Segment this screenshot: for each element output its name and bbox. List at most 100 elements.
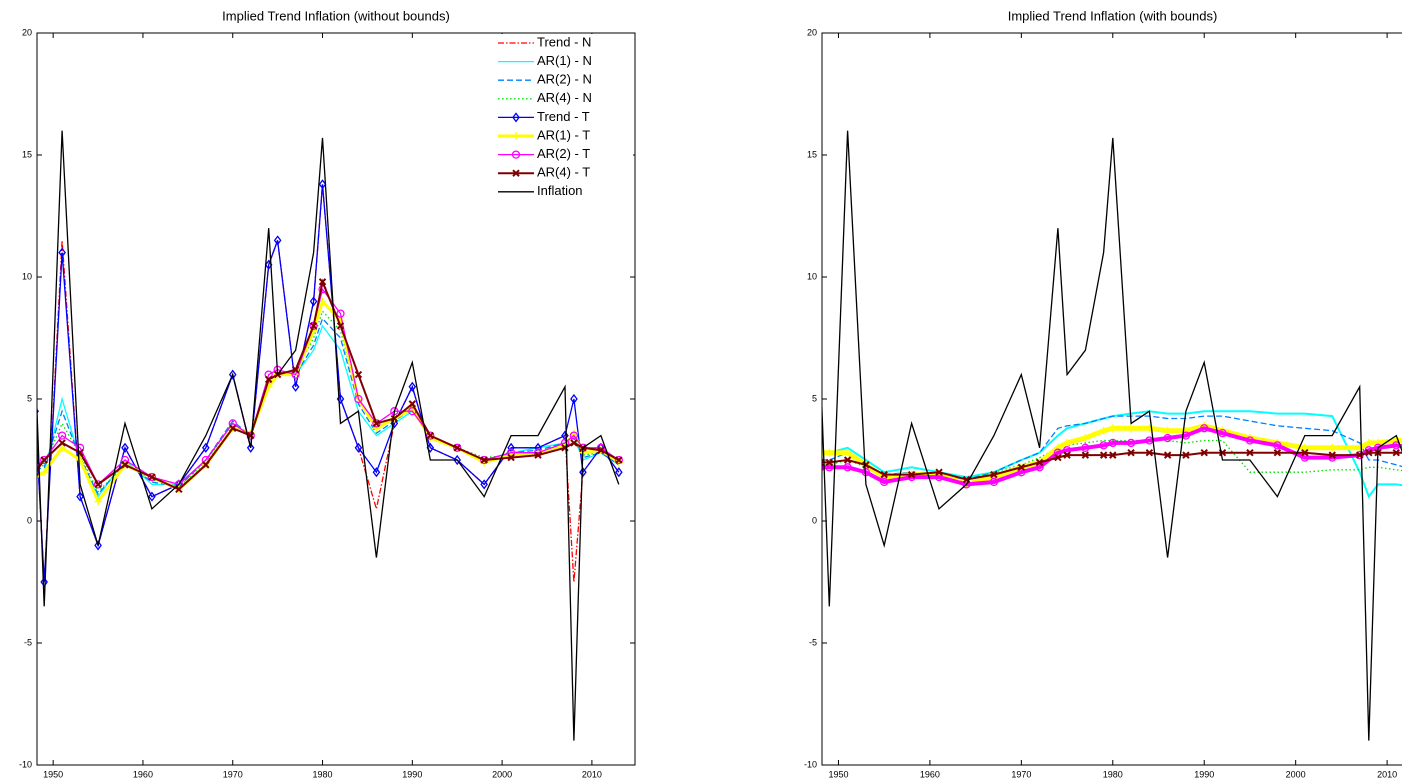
marker: [354, 442, 363, 453]
marker: [264, 375, 273, 384]
marker: [94, 480, 102, 489]
marker: [615, 467, 623, 478]
marker: [426, 431, 435, 440]
y-tick-label: 0: [27, 515, 32, 525]
marker: [1081, 443, 1090, 452]
marker: [94, 497, 103, 506]
marker: [1163, 433, 1172, 443]
x-tick-label: 1990: [1194, 769, 1214, 779]
x-tick-label: 1980: [1103, 769, 1123, 779]
marker: [291, 381, 300, 392]
y-tick-label: 0: [812, 515, 817, 525]
marker: [318, 179, 327, 190]
x-tick-label: 1990: [402, 769, 422, 779]
marker: [1364, 438, 1373, 447]
marker: [121, 442, 129, 453]
marker: [336, 309, 345, 318]
series-line: [37, 287, 620, 486]
marker: [76, 456, 85, 464]
marker: [201, 442, 210, 453]
y-tick-label: 5: [27, 393, 32, 403]
y-tick-label: -10: [19, 759, 32, 769]
marker: [880, 477, 889, 487]
marker: [175, 485, 183, 493]
marker: [1109, 451, 1117, 459]
marker: [58, 443, 67, 452]
marker: [1081, 434, 1090, 443]
x-tick-label: 1960: [133, 769, 153, 779]
marker: [57, 431, 67, 440]
marker: [1392, 448, 1400, 457]
marker: [40, 576, 48, 588]
marker: [408, 400, 417, 408]
marker: [512, 169, 520, 177]
marker: [76, 491, 84, 502]
x-tick-label: 1980: [313, 769, 333, 779]
legend-label: AR(1) - N: [537, 53, 592, 68]
marker: [935, 468, 943, 476]
marker: [569, 431, 579, 440]
series-line: [822, 130, 1402, 741]
marker: [1063, 438, 1072, 447]
marker: [273, 235, 282, 246]
marker: [1328, 443, 1337, 452]
marker: [58, 439, 66, 447]
y-tick-label: 5: [812, 393, 817, 403]
marker: [426, 431, 434, 440]
marker: [570, 439, 578, 447]
marker: [507, 453, 515, 462]
marker: [40, 455, 49, 465]
marker: [880, 470, 888, 479]
marker: [148, 473, 156, 481]
marker: [1182, 451, 1190, 459]
marker: [1081, 451, 1090, 459]
marker: [1126, 438, 1136, 448]
marker: [597, 446, 605, 454]
x-tick-label: 1970: [1011, 769, 1031, 779]
marker: [1245, 436, 1255, 445]
marker: [1099, 451, 1108, 459]
marker: [1099, 441, 1108, 450]
y-tick-label: 20: [807, 27, 817, 37]
marker: [309, 296, 318, 307]
marker: [1063, 451, 1071, 459]
series-line: [37, 130, 620, 741]
marker: [372, 424, 381, 433]
marker: [453, 444, 461, 452]
y-tick-label: 10: [807, 271, 817, 281]
marker: [1301, 448, 1309, 457]
chart-title: Implied Trend Inflation (with bounds): [1008, 8, 1218, 23]
series-line: [37, 184, 620, 583]
marker: [93, 480, 103, 489]
marker: [480, 479, 488, 490]
marker: [40, 456, 48, 464]
plot-area: [822, 130, 1402, 741]
marker: [511, 150, 521, 159]
marker: [1163, 426, 1172, 435]
y-tick-label: 15: [807, 149, 817, 159]
marker: [94, 540, 102, 551]
marker: [615, 456, 623, 464]
marker: [843, 448, 852, 457]
marker: [229, 424, 237, 432]
marker: [480, 456, 488, 464]
marker: [291, 366, 300, 374]
marker: [825, 448, 834, 457]
x-tick-label: 1960: [920, 769, 940, 779]
marker: [147, 472, 157, 482]
plot-area: [37, 130, 623, 741]
marker: [1200, 424, 1209, 433]
marker: [1099, 426, 1108, 435]
marker: [336, 322, 345, 330]
marker: [1365, 448, 1373, 457]
marker: [354, 394, 363, 404]
marker: [512, 112, 520, 123]
x-tick-label: 1970: [223, 769, 243, 779]
y-tick-label: 20: [22, 27, 32, 37]
marker: [843, 463, 852, 472]
marker: [1053, 443, 1062, 452]
legend-label: AR(1) - T: [537, 127, 590, 142]
marker: [570, 393, 578, 405]
marker: [37, 476, 40, 478]
marker: [40, 468, 49, 477]
